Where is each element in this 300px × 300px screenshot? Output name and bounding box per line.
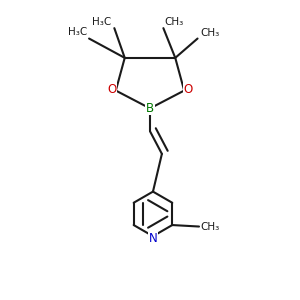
- Text: O: O: [108, 82, 117, 96]
- Text: B: B: [146, 102, 154, 115]
- Text: O: O: [183, 82, 192, 96]
- Text: H₃C: H₃C: [92, 16, 111, 27]
- Text: CH₃: CH₃: [165, 16, 184, 27]
- Text: H₃C: H₃C: [68, 27, 88, 37]
- Text: CH₃: CH₃: [200, 221, 220, 232]
- Text: CH₃: CH₃: [200, 28, 219, 38]
- Text: N: N: [148, 232, 157, 245]
